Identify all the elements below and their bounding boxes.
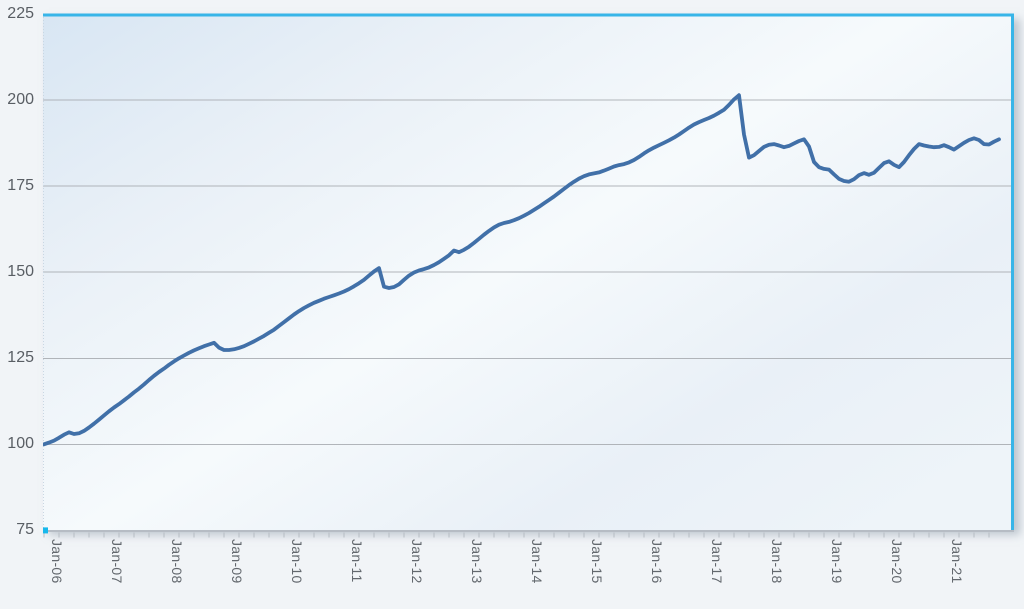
- x-axis-label: Jan-21: [949, 539, 965, 584]
- plot-area: [43, 13, 1014, 538]
- y-axis-label: 225: [7, 5, 34, 22]
- x-axis-label: Jan-14: [529, 539, 545, 584]
- x-axis-label: Jan-08: [169, 539, 185, 584]
- y-axis-label: 75: [16, 521, 34, 539]
- data-line: [43, 93, 1001, 447]
- x-axis-label: Jan-12: [409, 539, 425, 584]
- y-axis-label: 150: [7, 263, 34, 281]
- y-axis-label: 200: [7, 91, 34, 109]
- x-axis-label: Jan-17: [709, 539, 725, 584]
- y-axis-label: 175: [7, 177, 34, 195]
- x-axis-label: Jan-07: [109, 539, 125, 584]
- x-axis-label: Jan-16: [649, 539, 665, 584]
- y-axis-label: 125: [7, 349, 34, 367]
- x-axis-label: Jan-19: [829, 539, 845, 584]
- corner-accent-marker: [43, 527, 48, 534]
- x-axis-label: Jan-13: [469, 539, 485, 584]
- x-axis-label: Jan-09: [229, 539, 245, 584]
- x-axis-label: Jan-11: [349, 539, 365, 583]
- x-axis-label: Jan-10: [289, 539, 305, 584]
- y-axis-label: 100: [7, 435, 34, 453]
- x-axis-label: Jan-15: [589, 539, 605, 584]
- x-axis-label: Jan-06: [49, 539, 65, 584]
- x-axis-label: Jan-18: [769, 539, 785, 584]
- x-axis-label: Jan-20: [889, 539, 905, 584]
